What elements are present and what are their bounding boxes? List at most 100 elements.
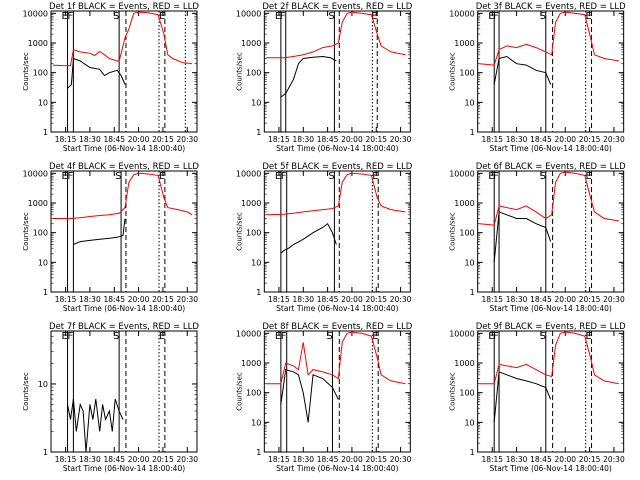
event-marker-label: F	[493, 11, 499, 22]
event-marker-label: E	[275, 11, 281, 22]
chart-panel-7: Det 7f BLACK = Events, RED = LLD 1 10 18:15…	[22, 322, 199, 473]
event-marker-label: E	[586, 171, 592, 182]
chart-title: Det 7f BLACK = Events, RED = LLD	[49, 322, 199, 332]
event-marker-label: S	[326, 331, 332, 342]
x-tick-label: 18:15	[268, 295, 290, 304]
x-tick-label: 18:45	[530, 295, 552, 304]
y-tick-label: 100	[459, 229, 474, 238]
chart-title: Det 5f BLACK = Events, RED = LLD	[262, 162, 412, 172]
x-tick-label: 20:30	[176, 455, 198, 464]
y-axis-label: Counts/sec	[235, 52, 243, 91]
event-marker-label: F	[67, 331, 73, 342]
series-line-black	[493, 55, 552, 85]
x-tick-label: 20:00	[341, 455, 363, 464]
y-tick-label: 10000	[236, 9, 261, 18]
series-line-red	[479, 331, 619, 385]
series-line-black	[493, 371, 552, 423]
series-line-black	[280, 55, 337, 98]
y-tick-label: 10000	[449, 329, 474, 338]
event-marker-label: E	[62, 11, 68, 22]
y-tick-label: 10000	[449, 169, 474, 178]
event-marker-label: F	[281, 331, 287, 342]
chart-title: Det 9f BLACK = Events, RED = LLD	[476, 322, 626, 332]
y-tick-label: 10	[251, 418, 261, 427]
series-line-red	[479, 171, 619, 226]
event-marker-label: E	[159, 11, 165, 22]
chart-panel-4: Det 4f BLACK = Events, RED = LLD 1 10 100 10…	[22, 162, 199, 313]
x-tick-label: 20:30	[176, 295, 198, 304]
series-line-red	[52, 172, 193, 219]
x-tick-label: 18:30	[506, 455, 528, 464]
event-marker-label: E	[488, 11, 494, 22]
series-line-red	[479, 11, 619, 66]
plot-frame	[477, 170, 625, 293]
event-marker-label: E	[159, 331, 165, 342]
plot-frame	[477, 330, 625, 453]
series-line-red	[266, 331, 406, 385]
x-tick-label: 18:45	[530, 135, 552, 144]
x-tick-label: 20:30	[603, 455, 625, 464]
event-marker-label: S	[113, 11, 119, 22]
y-axis-label: Counts/sec	[235, 212, 243, 251]
series-line-red	[266, 11, 406, 59]
series-line-red	[266, 172, 406, 216]
x-tick-label: 20:30	[603, 135, 625, 144]
y-tick-label: 1	[256, 128, 261, 137]
x-tick-label: 20:15	[152, 455, 174, 464]
y-tick-label: 10	[38, 258, 48, 267]
x-tick-label: 20:15	[152, 135, 174, 144]
chart-panel-1: Det 1f BLACK = Events, RED = LLD 1 10 100 10…	[22, 2, 199, 153]
chart-title: Det 2f BLACK = Events, RED = LLD	[262, 2, 412, 12]
chart-panel-8: Det 8f BLACK = Events, RED = LLD 1 10 100 10…	[235, 322, 412, 473]
x-tick-label: 18:45	[103, 455, 125, 464]
y-tick-label: 10000	[236, 169, 261, 178]
x-tick-label: 18:15	[268, 455, 290, 464]
event-marker-label: E	[586, 331, 592, 342]
chart-title: Det 3f BLACK = Events, RED = LLD	[476, 2, 626, 12]
x-tick-label: 18:15	[55, 295, 77, 304]
x-axis-label: Start Time (06-Nov-14 18:00:40)	[276, 144, 398, 153]
y-tick-label: 1	[256, 288, 261, 297]
x-axis-label: Start Time (06-Nov-14 18:00:40)	[276, 304, 398, 313]
y-tick-label: 10	[38, 98, 48, 107]
y-tick-label: 10000	[449, 9, 474, 18]
event-marker-label: E	[371, 11, 377, 22]
plot-frame	[263, 170, 411, 293]
x-axis-label: Start Time (06-Nov-14 18:00:40)	[490, 144, 612, 153]
y-tick-label: 1	[470, 128, 475, 137]
x-tick-label: 20:15	[579, 455, 601, 464]
x-tick-label: 20:00	[554, 455, 576, 464]
y-tick-label: 1000	[454, 359, 474, 368]
event-marker-label: E	[488, 331, 494, 342]
series-line-black	[493, 211, 552, 263]
y-tick-label: 10000	[236, 329, 261, 338]
x-tick-label: 20:00	[341, 135, 363, 144]
x-tick-label: 20:30	[603, 295, 625, 304]
y-tick-label: 100	[33, 69, 48, 78]
y-tick-label: 1000	[28, 39, 48, 48]
x-tick-label: 18:15	[481, 135, 503, 144]
event-marker-label: S	[113, 331, 119, 342]
x-tick-label: 20:00	[554, 135, 576, 144]
y-tick-label: 1000	[28, 199, 48, 208]
x-tick-label: 18:45	[317, 135, 339, 144]
y-tick-label: 10	[251, 258, 261, 267]
y-tick-label: 1000	[241, 199, 261, 208]
y-tick-label: 100	[459, 69, 474, 78]
x-tick-label: 18:15	[55, 135, 77, 144]
event-marker-label: E	[488, 171, 494, 182]
series-line-black	[280, 368, 339, 423]
y-axis-label: Counts/sec	[449, 212, 457, 251]
y-tick-label: 1	[256, 448, 261, 457]
y-tick-label: 10000	[23, 9, 48, 18]
y-tick-label: 1	[43, 128, 48, 137]
chart-panel-5: Det 5f BLACK = Events, RED = LLD 1 10 100 10…	[235, 162, 412, 313]
chart-title: Det 1f BLACK = Events, RED = LLD	[49, 2, 199, 12]
plot-frame	[50, 170, 198, 293]
x-tick-label: 20:00	[128, 455, 150, 464]
y-axis-label: Counts/sec	[449, 372, 457, 411]
x-tick-label: 20:30	[176, 135, 198, 144]
x-tick-label: 18:45	[103, 295, 125, 304]
y-tick-label: 100	[459, 389, 474, 398]
y-tick-label: 10000	[23, 169, 48, 178]
